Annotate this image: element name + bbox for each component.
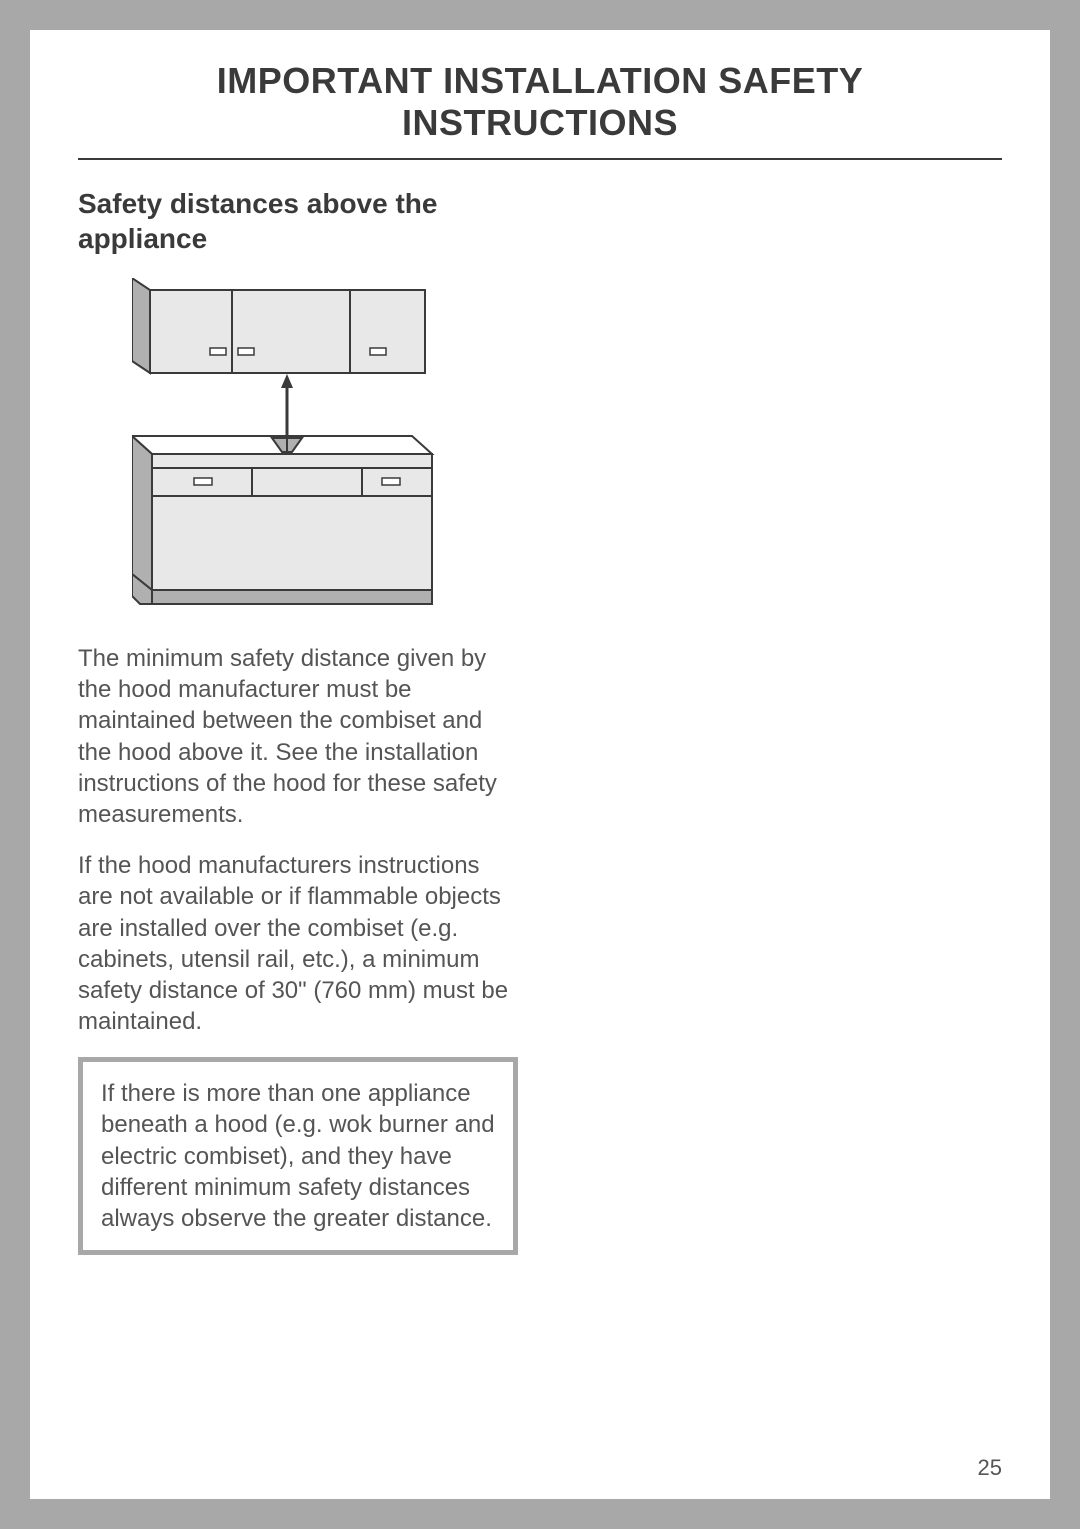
- page-title: IMPORTANT INSTALLATION SAFETY INSTRUCTIO…: [78, 60, 1002, 160]
- paragraph-1: The minimum safety distance given by the…: [78, 643, 518, 830]
- document-page: IMPORTANT INSTALLATION SAFETY INSTRUCTIO…: [30, 30, 1050, 1499]
- note-box: If there is more than one appliance bene…: [78, 1057, 518, 1255]
- content-column: Safety distances above the appliance: [78, 186, 518, 1255]
- safety-distance-diagram: [132, 278, 518, 613]
- note-text: If there is more than one appliance bene…: [101, 1080, 495, 1232]
- section-subtitle: Safety distances above the appliance: [78, 186, 518, 256]
- page-number: 25: [978, 1455, 1002, 1481]
- paragraph-2: If the hood manufacturers instructions a…: [78, 850, 518, 1037]
